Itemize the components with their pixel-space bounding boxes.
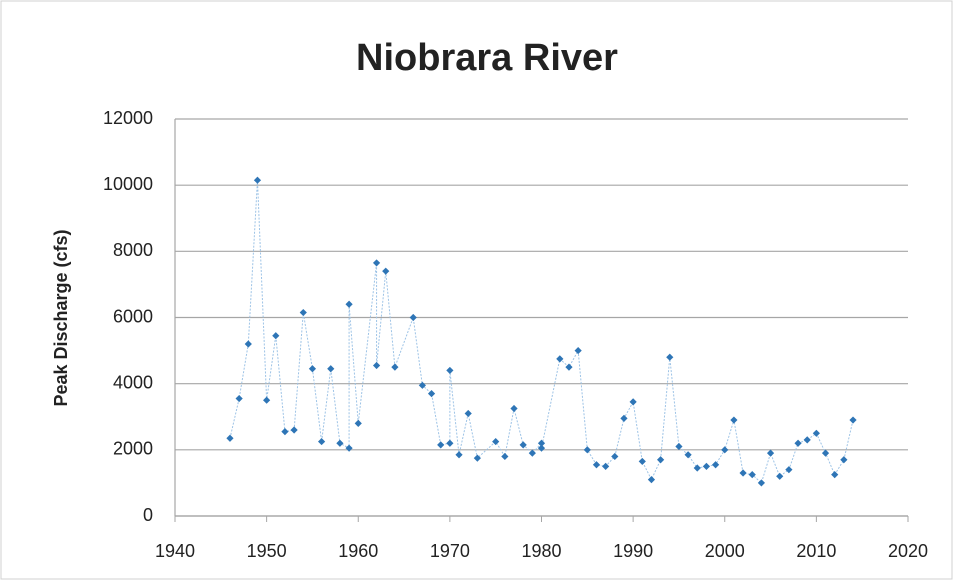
data-point (611, 452, 619, 461)
data-point (372, 259, 381, 267)
data-point (455, 451, 463, 459)
data-point (409, 313, 417, 322)
data-point (235, 394, 243, 403)
data-point (492, 437, 500, 446)
data-point (776, 472, 784, 480)
data-point (602, 462, 610, 470)
data-point (684, 451, 692, 459)
data-point (510, 404, 518, 413)
data-point (812, 429, 820, 437)
data-point (290, 426, 298, 434)
chart-title: Niobrara River (356, 37, 618, 79)
data-point (528, 449, 536, 457)
data-point (766, 449, 775, 457)
data-point (473, 454, 481, 462)
y-axis-label: Peak Discharge (cfs) (51, 229, 71, 406)
y-tick-label: 4000 (113, 372, 153, 392)
data-point (345, 300, 353, 308)
y-tick-label: 6000 (113, 306, 153, 326)
data-point (574, 346, 582, 355)
data-point (244, 340, 252, 348)
data-point (427, 389, 436, 398)
data-point (785, 466, 793, 474)
data-point (821, 449, 830, 457)
data-point (501, 452, 509, 461)
data-point (721, 446, 729, 454)
data-point (446, 439, 454, 447)
x-tick-label: 2010 (796, 541, 836, 561)
x-tick-label: 2020 (888, 541, 928, 561)
data-point (757, 479, 765, 487)
data-point (803, 436, 811, 444)
x-tick-label: 2000 (705, 541, 745, 561)
data-point (464, 409, 472, 418)
x-tick-label: 1960 (338, 541, 378, 561)
data-point (263, 396, 271, 404)
data-point (620, 414, 628, 423)
data-point (739, 469, 747, 477)
data-point (345, 444, 353, 452)
data-point (565, 363, 573, 371)
data-point (519, 441, 527, 449)
data-point (657, 456, 665, 464)
y-tick-label: 0 (143, 505, 153, 525)
x-tick-label: 1980 (521, 541, 561, 561)
data-point (318, 437, 326, 446)
data-point (702, 462, 711, 470)
data-point (299, 308, 307, 317)
data-point (647, 476, 656, 484)
x-tick-label: 1970 (430, 541, 470, 561)
data-point (253, 176, 262, 184)
data-point (638, 457, 646, 466)
data-point (730, 416, 738, 424)
x-tick-label: 1950 (247, 541, 287, 561)
x-tick-label: 1990 (613, 541, 653, 561)
data-point (281, 428, 289, 436)
data-point (327, 365, 335, 373)
data-point (382, 267, 390, 275)
data-point (354, 419, 362, 427)
data-point (418, 381, 426, 389)
data-point (693, 464, 701, 472)
data-point (583, 446, 591, 454)
data-point (849, 416, 857, 424)
series-line (229, 180, 854, 484)
data-point (675, 442, 683, 451)
data-point (592, 461, 601, 469)
data-point (537, 444, 546, 452)
data-point (537, 439, 546, 447)
y-tick-label: 12000 (103, 108, 153, 128)
data-point (308, 365, 317, 373)
data-point (372, 361, 381, 370)
y-tick-label: 2000 (113, 439, 153, 459)
data-point (748, 471, 756, 479)
data-point (629, 398, 637, 406)
data-point (437, 441, 445, 449)
data-point (556, 355, 564, 363)
data-point (272, 332, 280, 340)
data-point (391, 363, 399, 371)
data-point (840, 456, 848, 464)
y-tick-label: 8000 (113, 240, 153, 260)
data-point (226, 434, 234, 442)
data-point (794, 439, 802, 447)
y-tick-label: 10000 (103, 174, 153, 194)
data-point (831, 471, 839, 479)
data-point (666, 353, 674, 361)
data-point (336, 439, 344, 447)
x-tick-label: 1940 (155, 541, 195, 561)
data-point (711, 461, 720, 469)
data-point (446, 366, 454, 375)
